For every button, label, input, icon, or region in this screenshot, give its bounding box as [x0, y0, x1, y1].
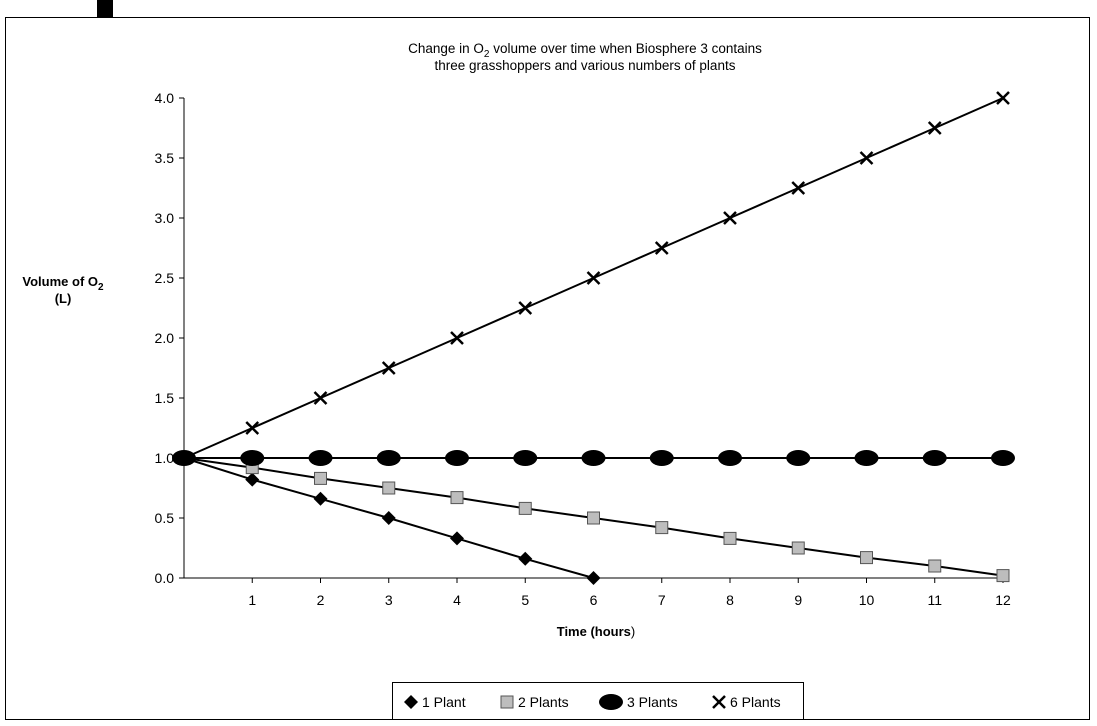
legend-label: 1 Plant: [422, 694, 466, 710]
data-point-x: [450, 331, 464, 345]
legend-marker-diamond: [404, 695, 418, 709]
data-point-ellipse: [922, 450, 947, 466]
y-tick-label: 3.5: [155, 150, 175, 166]
y-axis-label-line2: (L): [55, 291, 72, 306]
x-tick-label: 2: [317, 592, 325, 608]
y-tick-label: 2.0: [155, 330, 175, 346]
data-point-x: [654, 241, 669, 255]
data-point-x: [791, 181, 806, 195]
data-point-diamond: [313, 491, 328, 506]
data-point-square: [518, 501, 532, 515]
series-square: [177, 451, 1010, 583]
data-point-x: [245, 421, 260, 435]
legend-marker-ellipse: [599, 694, 623, 710]
x-tick-label: 10: [859, 592, 875, 608]
data-point-ellipse: [718, 450, 742, 466]
legend-marker-x: [712, 695, 726, 709]
data-point-square: [996, 569, 1010, 583]
data-point-diamond: [245, 472, 260, 487]
data-point-ellipse: [376, 450, 401, 466]
legend-marker-square: [500, 695, 514, 709]
legend-svg: 1 Plant 2 Plants 3 Plants 6 Plants: [404, 694, 781, 710]
y-tick-label: 2.5: [155, 270, 175, 286]
series-ellipse: [172, 450, 1015, 466]
x-axis-label: Time (hours): [557, 624, 636, 639]
data-point-square: [450, 491, 464, 505]
series-diamond: [177, 451, 601, 585]
data-point-ellipse: [308, 450, 333, 466]
chart-title-line2: three grasshoppers and various numbers o…: [435, 58, 736, 73]
y-tick-label: 3.0: [155, 210, 175, 226]
x-tick-label: 5: [521, 592, 529, 608]
legend-label: 2 Plants: [518, 694, 569, 710]
data-point-x: [381, 361, 396, 375]
data-point-ellipse: [445, 450, 469, 466]
y-tick-label: 0.5: [155, 510, 175, 526]
axes: 0.00.51.01.52.02.53.03.54.01 2 3 4 5 6 7 8 9 10 11…: [155, 90, 1011, 608]
x-tick-label: 3: [385, 592, 393, 608]
data-point-x: [586, 271, 601, 285]
data-point-square: [587, 511, 600, 525]
corner-mark: [97, 0, 113, 17]
y-tick-label: 4.0: [155, 90, 175, 106]
data-point-x: [518, 301, 533, 315]
x-tick-label: 7: [658, 592, 666, 608]
data-point-ellipse: [991, 450, 1015, 466]
data-point-x: [723, 211, 737, 225]
x-tick-label: 1: [248, 592, 256, 608]
data-point-x: [313, 391, 328, 405]
x-tick-label: 11: [927, 592, 942, 608]
y-tick-label: 1.0: [155, 450, 175, 466]
x-tick-label: 8: [726, 592, 734, 608]
data-point-ellipse: [240, 450, 265, 466]
data-point-ellipse: [854, 450, 879, 466]
y-tick-label: 1.5: [155, 390, 175, 406]
series-layer: [172, 91, 1015, 585]
chart-title-line1: Change in O2 volume over time when Biosp…: [408, 41, 762, 60]
legend: 1 Plant 2 Plants 3 Plants 6 Plants: [392, 682, 804, 720]
data-point-square: [314, 471, 327, 485]
x-tick-label: 9: [794, 592, 802, 608]
data-point-x: [927, 121, 942, 135]
data-point-ellipse: [649, 450, 674, 466]
data-point-x: [996, 91, 1010, 105]
data-point-diamond: [518, 551, 533, 566]
legend-label: 6 Plants: [730, 694, 781, 710]
data-point-square: [791, 541, 805, 555]
x-tick-label: 4: [453, 592, 461, 608]
data-point-ellipse: [581, 450, 606, 466]
data-point-square: [382, 481, 396, 495]
x-tick-label: 6: [590, 592, 598, 608]
data-point-diamond: [450, 531, 464, 546]
data-point-x: [177, 451, 191, 465]
data-point-ellipse: [786, 450, 811, 466]
series-x: [177, 91, 1010, 465]
data-point-x: [859, 151, 874, 165]
data-point-square: [928, 559, 942, 573]
y-tick-label: 0.0: [155, 570, 175, 586]
data-point-square: [860, 551, 873, 565]
y-axis-label-line1: Volume of O2: [22, 274, 104, 293]
data-point-diamond: [381, 511, 396, 525]
data-point-ellipse: [513, 450, 538, 466]
legend-label: 3 Plants: [627, 694, 678, 710]
data-point-square: [723, 531, 737, 545]
x-tick-label: 12: [995, 592, 1011, 608]
data-point-diamond: [586, 571, 601, 585]
data-point-square: [655, 521, 669, 535]
